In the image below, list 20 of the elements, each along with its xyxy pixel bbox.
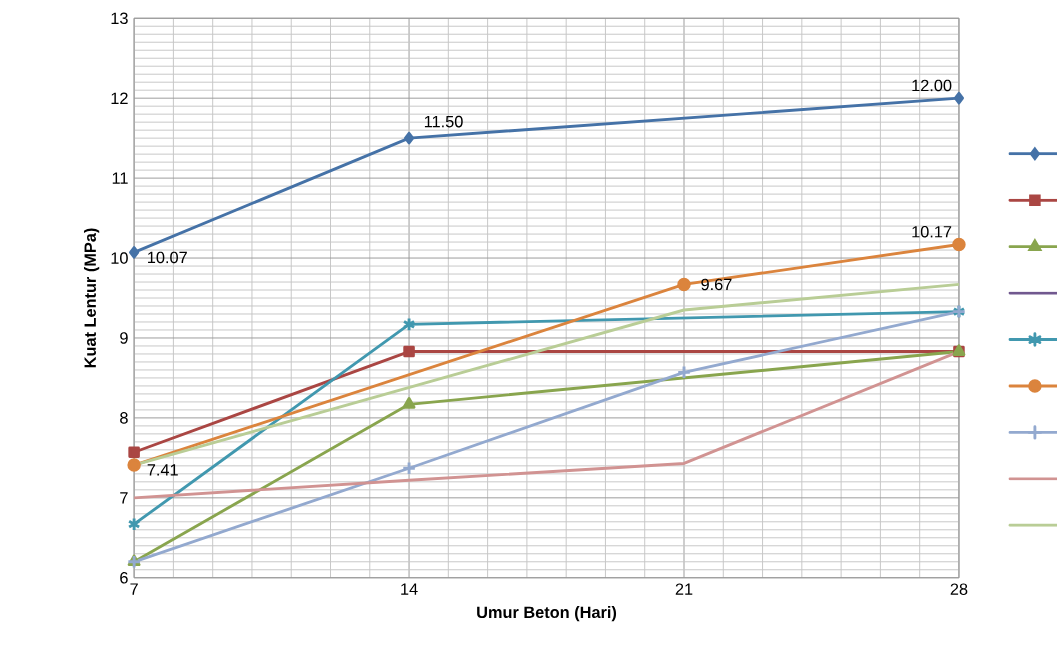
y-tick-label: 12	[111, 92, 128, 105]
y-tick-label: 9	[120, 332, 128, 344]
y-tick-label: 6	[120, 572, 128, 584]
x-tick-label: 28	[950, 583, 968, 596]
x-tick-label: 7	[130, 583, 138, 595]
y-tick-label: 13	[111, 12, 128, 25]
y-tick-label: 8	[120, 412, 128, 424]
annotation: 10.17	[912, 226, 952, 238]
annotation: 7.41	[147, 464, 178, 476]
y-tick-label: 10	[111, 252, 128, 265]
y-axis-title: Kuat Lentur (MPa)	[83, 228, 100, 368]
x-axis-title: Umur Beton (Hari)	[477, 606, 617, 622]
annotation: 12.00	[912, 79, 952, 92]
y-tick-label: 7	[120, 492, 128, 504]
annotation: 11.50	[424, 116, 463, 128]
annotation: 10.07	[148, 251, 187, 264]
x-tick-label: 21	[675, 583, 693, 596]
y-tick-label: 11	[112, 172, 128, 184]
annotation: 9.67	[701, 278, 732, 291]
x-tick-label: 14	[401, 583, 418, 595]
